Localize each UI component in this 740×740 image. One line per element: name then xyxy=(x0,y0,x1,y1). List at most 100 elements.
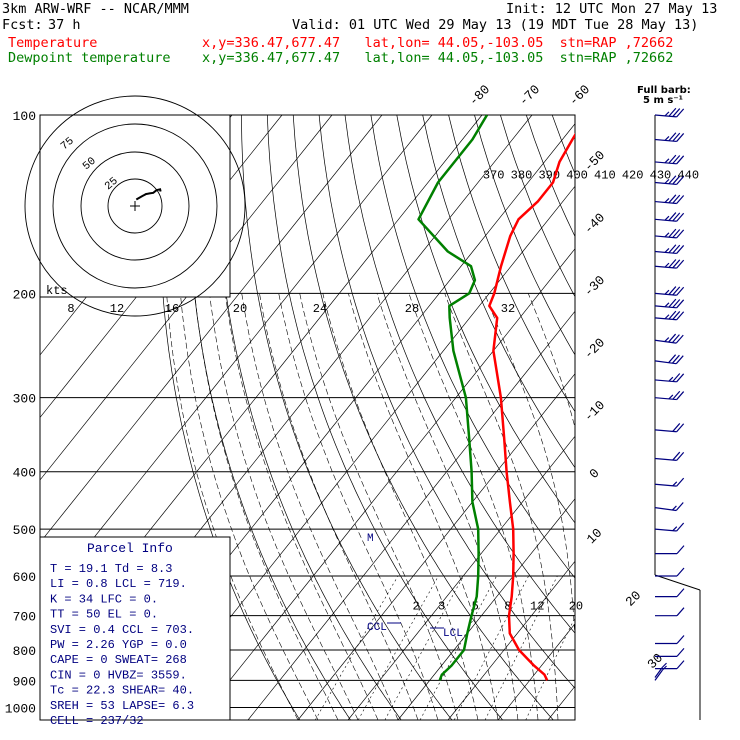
isotherm-line xyxy=(447,560,575,720)
isotherm-line xyxy=(547,685,575,720)
dry-adiabat-line xyxy=(396,115,575,524)
isotherm-line xyxy=(40,115,383,544)
dry-adiabat-line xyxy=(525,115,575,238)
theta-label: 420 xyxy=(622,169,644,183)
isotherm-label: 10 xyxy=(584,525,606,547)
hodograph-ring xyxy=(24,95,246,317)
barb-half xyxy=(664,198,670,203)
thermo-grid xyxy=(40,115,740,720)
wind-barb xyxy=(654,423,685,433)
barb-full xyxy=(672,212,681,222)
parcel-info-row: T = 19.1 Td = 8.3 xyxy=(50,562,172,576)
moist-adiabat-line xyxy=(348,293,499,720)
header: 3km ARW-WRF -- NCAR/MMM Init: 12 UTC Mon… xyxy=(0,0,740,70)
isotherm-line xyxy=(40,115,433,606)
hodograph-scale-label: 28 xyxy=(405,302,419,316)
barb-full xyxy=(676,176,685,185)
barb-full xyxy=(676,522,685,532)
moist-adiabat-line xyxy=(180,293,319,720)
barb-full xyxy=(676,286,685,296)
barb-full xyxy=(672,390,681,400)
parcel-info-row: SREH = 53 LAPSE= 6.3 xyxy=(50,699,194,713)
barb-full xyxy=(668,154,677,164)
temperature-profile xyxy=(488,132,575,681)
wind-barb xyxy=(655,588,685,598)
el-mark: M xyxy=(367,533,374,545)
lcl-label: LCL xyxy=(443,628,463,640)
parcel-info-row: SVI = 0.4 CCL = 703. xyxy=(50,623,194,637)
barb-half xyxy=(664,337,670,342)
hodograph-ring xyxy=(80,151,190,261)
wind-barb xyxy=(654,175,685,186)
theta-labels: 370380390400410420430440290280270 xyxy=(47,169,699,302)
barb-full xyxy=(672,299,681,308)
wind-barb xyxy=(655,567,685,577)
wind-barb xyxy=(654,390,685,401)
wind-barb xyxy=(654,107,685,118)
wind-key-line2: 5 m s⁻¹ xyxy=(643,95,683,106)
pressure-tick-label: 500 xyxy=(13,523,36,538)
barb-full xyxy=(672,311,681,320)
barb-full xyxy=(668,175,677,185)
wind-barb xyxy=(654,132,685,143)
mixing-ratio-label: 8 xyxy=(504,600,511,614)
pressure-tick-label: 700 xyxy=(13,610,36,625)
barb-full xyxy=(671,334,680,343)
barb-half xyxy=(664,302,670,308)
barb-half xyxy=(664,111,670,117)
moist-adiabat-line xyxy=(241,293,399,720)
dry-adiabat-line xyxy=(500,115,575,298)
barb-half xyxy=(672,481,678,487)
temperature-legend: Temperature xyxy=(8,35,98,51)
wind-barb xyxy=(654,354,684,365)
pressure-tick-label: 400 xyxy=(13,466,36,481)
wind-barb xyxy=(654,502,684,512)
wind-barb xyxy=(654,477,685,487)
isotherm-label: 0 xyxy=(586,466,602,482)
moist-adiabat-line xyxy=(278,293,439,720)
wind-barb xyxy=(654,333,684,344)
barb-full xyxy=(672,423,681,432)
mixing-ratio-line xyxy=(525,616,575,720)
mixing-ratio-label: 20 xyxy=(569,600,583,614)
parcel-info-row: CIN = 0 HVBZ= 3559. xyxy=(50,668,187,682)
wind-barb xyxy=(654,665,667,681)
barb-full xyxy=(668,228,677,238)
barb-full xyxy=(676,635,685,644)
mixing-ratio-line xyxy=(384,575,464,720)
valid-time: Valid: 01 UTC Wed 29 May 13 (19 MDT Tue … xyxy=(292,17,699,33)
moist-adiabat-line xyxy=(194,293,339,720)
barb-full xyxy=(672,286,681,296)
barb-full xyxy=(676,212,685,222)
barb-full xyxy=(672,259,681,269)
barb-full xyxy=(676,299,685,309)
barb-full xyxy=(672,373,681,382)
pressure-tick-labels: 100 200 300 400 500 600 700 800 900 1000 xyxy=(5,109,36,716)
parcel-info-panel: Parcel Info T = 19.1 Td = 8.3LI = 0.8 LCL… xyxy=(39,536,231,728)
pressure-tick-label: 800 xyxy=(13,644,36,659)
barb-full xyxy=(676,259,685,269)
wind-barb xyxy=(655,545,685,555)
isotherm-line xyxy=(648,115,740,720)
barb-half xyxy=(662,662,667,668)
parcel-info-row: Tc = 22.3 SHEAR= 40. xyxy=(50,684,194,698)
hodograph-scale-label: 12 xyxy=(110,302,124,316)
wind-barb xyxy=(654,194,685,205)
forecast-label: Fcst: xyxy=(2,17,43,33)
barb-full xyxy=(672,229,681,238)
barb-half xyxy=(664,178,670,184)
dry-adiabat-line xyxy=(344,115,575,634)
barb-full xyxy=(676,452,685,461)
moist-adiabat-line xyxy=(259,293,419,720)
barb-full xyxy=(668,286,677,295)
barb-full xyxy=(676,660,685,670)
dry-adiabat-line xyxy=(656,115,740,720)
dry-adiabat-line xyxy=(266,115,503,720)
barb-half xyxy=(668,376,674,382)
hodograph-ring xyxy=(52,123,218,289)
barb-full xyxy=(672,451,681,461)
isotherm-label: -80 xyxy=(466,82,493,109)
wind-barb xyxy=(654,154,685,165)
dewpoint-location-info: x,y=336.47,677.47 lat,lon= 44.05,-103.05… xyxy=(202,50,674,66)
